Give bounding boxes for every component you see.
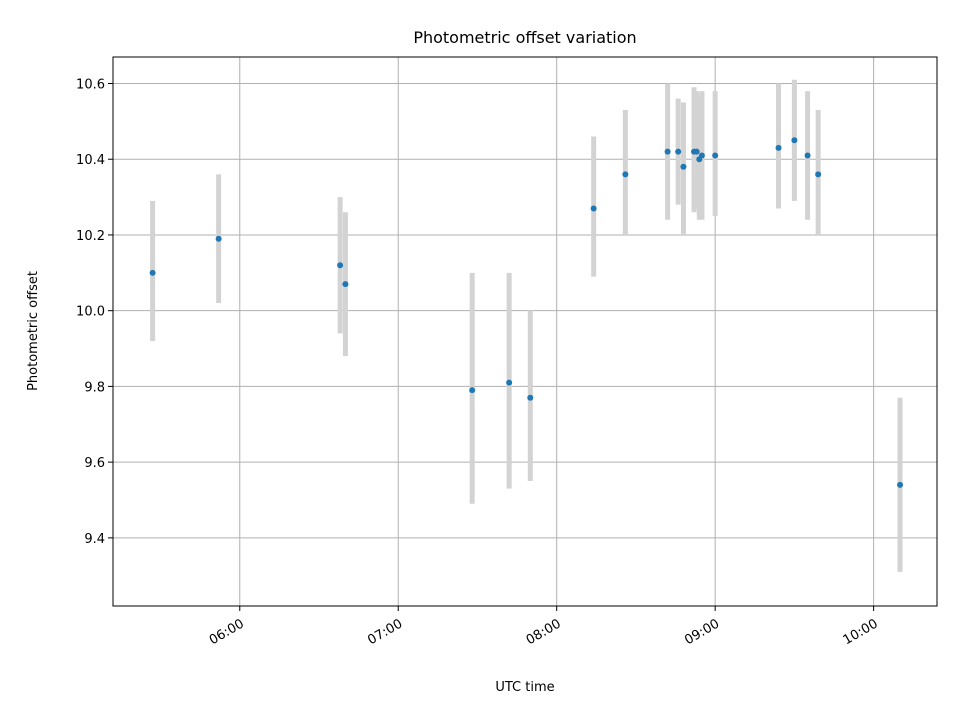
data-point: [775, 144, 782, 151]
y-tick-label: 9.4: [84, 532, 105, 547]
data-point: [698, 152, 705, 159]
y-tick-label: 9.6: [84, 456, 105, 471]
y-tick-label: 10.0: [76, 305, 105, 320]
data-point: [815, 171, 822, 178]
data-point: [149, 269, 156, 276]
grid: [113, 57, 937, 606]
plot-frame: [112, 56, 938, 607]
data-point: [664, 148, 671, 155]
data-point: [680, 163, 687, 170]
data-point: [675, 148, 682, 155]
data-point: [897, 481, 904, 488]
data-point: [791, 137, 798, 144]
data-point: [337, 262, 344, 269]
chart-title: Photometric offset variation: [413, 28, 636, 47]
y-tick-label: 10.6: [76, 78, 105, 93]
data-point: [693, 148, 700, 155]
data-point: [804, 152, 811, 159]
y-tick-label: 9.8: [84, 380, 105, 395]
y-axis-ticks: 9.4 9.6 9.8 10.0 10.2 10.4 10.6: [76, 78, 113, 547]
data-point: [215, 235, 222, 242]
data-point: [527, 394, 534, 401]
y-tick-label: 10.4: [76, 153, 105, 168]
data-point: [469, 387, 476, 394]
y-tick-label: 10.2: [76, 229, 105, 244]
x-axis-label: UTC time: [495, 680, 554, 695]
data-points: [149, 137, 904, 488]
data-point: [590, 205, 597, 212]
y-axis-label: Photometric offset: [26, 271, 41, 391]
data-point: [622, 171, 629, 178]
data-point: [712, 152, 719, 159]
data-point: [506, 379, 513, 386]
data-point: [342, 281, 349, 288]
